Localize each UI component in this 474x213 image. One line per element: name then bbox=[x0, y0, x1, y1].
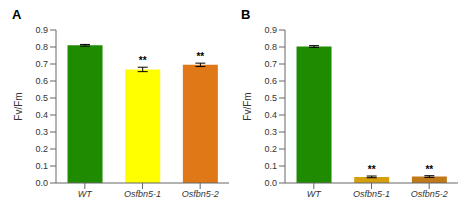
html-text:B: B bbox=[241, 7, 251, 22]
svg-text:0.2: 0.2 bbox=[35, 144, 48, 154]
svg-text:0.6: 0.6 bbox=[264, 76, 277, 86]
svg-text:Fv/Fm: Fv/Fm bbox=[242, 92, 253, 120]
svg-text:0.7: 0.7 bbox=[35, 59, 48, 69]
svg-text:Fv/Fm: Fv/Fm bbox=[13, 92, 24, 120]
svg-text:0.8: 0.8 bbox=[35, 42, 48, 52]
svg-text:0.5: 0.5 bbox=[264, 93, 277, 103]
html-text:A: A bbox=[12, 7, 22, 22]
svg-text:0.4: 0.4 bbox=[264, 110, 277, 120]
svg-text:0.8: 0.8 bbox=[264, 42, 277, 52]
svg-text:0.6: 0.6 bbox=[35, 76, 48, 86]
svg-text:Osfbn5-2: Osfbn5-2 bbox=[411, 189, 448, 199]
svg-text:**: ** bbox=[139, 55, 147, 66]
svg-text:0.9: 0.9 bbox=[264, 25, 277, 35]
svg-text:0.1: 0.1 bbox=[35, 161, 48, 171]
svg-text:0.4: 0.4 bbox=[35, 110, 48, 120]
svg-text:0.0: 0.0 bbox=[264, 178, 277, 188]
svg-text:0.3: 0.3 bbox=[35, 127, 48, 137]
svg-text:**: ** bbox=[196, 51, 204, 62]
svg-text:0.9: 0.9 bbox=[35, 25, 48, 35]
svg-text:0.3: 0.3 bbox=[264, 127, 277, 137]
svg-text:Osfbn5-2: Osfbn5-2 bbox=[182, 189, 219, 199]
svg-text:0.7: 0.7 bbox=[264, 59, 277, 69]
svg-text:WT: WT bbox=[307, 189, 322, 199]
svg-text:Osfbn5-1: Osfbn5-1 bbox=[124, 189, 161, 199]
svg-text:Osfbn5-1: Osfbn5-1 bbox=[353, 189, 390, 199]
svg-text:0.5: 0.5 bbox=[35, 93, 48, 103]
svg-text:WT: WT bbox=[78, 189, 93, 199]
svg-text:0.0: 0.0 bbox=[35, 178, 48, 188]
svg-text:0.1: 0.1 bbox=[264, 161, 277, 171]
svg-text:**: ** bbox=[425, 164, 433, 175]
svg-text:**: ** bbox=[368, 164, 376, 175]
svg-text:0.2: 0.2 bbox=[264, 144, 277, 154]
